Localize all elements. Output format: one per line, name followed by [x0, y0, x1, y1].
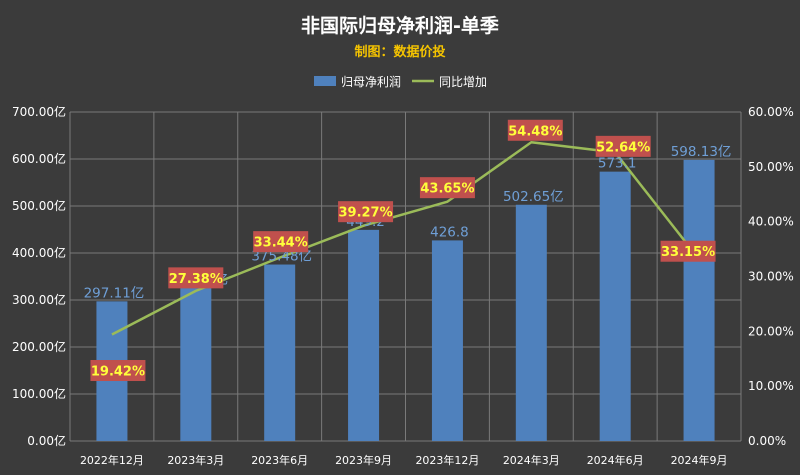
pct-label-box	[253, 231, 309, 253]
x-tick-label: 2023年9月	[335, 453, 392, 467]
pct-label: 27.38%	[169, 272, 223, 287]
pct-label-box	[90, 360, 146, 382]
x-tick-label: 2023年6月	[251, 453, 308, 467]
y-right-tick-label: 60.00%	[748, 105, 794, 119]
pct-label-box	[338, 201, 394, 223]
bar-value-label: 502.65亿	[503, 189, 564, 205]
bar	[515, 204, 547, 441]
bar-value-label: 598.13亿	[671, 144, 732, 160]
bar	[599, 171, 631, 441]
pct-label-box	[168, 267, 224, 289]
y-right-tick-label: 20.00%	[748, 324, 794, 338]
legend-line-label: 同比增加	[439, 75, 487, 89]
y-left-tick-label: 700.00亿	[12, 104, 66, 119]
y-left-tick-label: 400.00亿	[12, 245, 66, 260]
pct-label: 43.65%	[420, 182, 474, 197]
y-left-tick-label: 100.00亿	[12, 386, 66, 401]
y-axis-right: 0.00% 10.00% 20.00% 30.00% 40.00% 50.00% 60.00…	[748, 105, 794, 448]
x-tick-label: 2023年12月	[415, 453, 479, 467]
bar-value-label: 426.8	[430, 224, 469, 240]
pct-value-labels: 19.42% 27.38% 33.44% 39.27% 43.65% 54.48% 52.6…	[90, 119, 716, 382]
x-tick-label: 2022年12月	[80, 453, 144, 467]
bar	[180, 288, 212, 441]
pct-label: 19.42%	[91, 365, 145, 380]
bar-value-label: 375.48亿	[251, 249, 312, 265]
y-left-tick-label: 600.00亿	[12, 151, 66, 166]
bar-value-label: 573.1	[598, 156, 637, 172]
pct-label: 52.64%	[596, 140, 650, 155]
x-tick-label: 2024年9月	[671, 453, 728, 467]
pct-label-box	[595, 135, 651, 157]
y-right-tick-label: 10.00%	[748, 379, 794, 393]
pct-label-box	[419, 177, 475, 199]
pct-label: 54.48%	[508, 124, 562, 139]
y-right-tick-label: 30.00%	[748, 270, 794, 284]
bar	[348, 229, 380, 441]
legend: 归母净利润 同比增加	[314, 75, 487, 89]
chart-subtitle: 制图：数据价投	[354, 44, 445, 60]
x-tick-label: 2024年6月	[587, 453, 644, 467]
bar-value-label: 297.11亿	[84, 285, 145, 301]
y-left-tick-label: 300.00亿	[12, 292, 66, 307]
pct-label: 33.15%	[661, 245, 715, 260]
legend-bar-label: 归母净利润	[341, 75, 401, 89]
x-tick-label: 2024年3月	[503, 453, 560, 467]
bar	[264, 264, 296, 441]
y-left-tick-label: 500.00亿	[12, 198, 66, 213]
y-right-tick-label: 40.00%	[748, 215, 794, 229]
pct-label: 33.44%	[254, 236, 308, 251]
bar	[683, 159, 715, 441]
chart-title: 非国际归母净利润-单季	[301, 14, 499, 37]
pct-label-box	[660, 240, 716, 262]
pct-label-box	[507, 119, 563, 141]
bar-series	[96, 159, 715, 441]
bar	[431, 240, 463, 441]
x-axis: 2022年12月 2023年3月 2023年6月 2023年9月 2023年12月 202…	[80, 453, 728, 467]
x-tick-label: 2023年3月	[167, 453, 224, 467]
y-left-tick-label: 0.00亿	[27, 433, 66, 448]
y-right-tick-label: 50.00%	[748, 160, 794, 174]
y-right-tick-label: 0.00%	[748, 434, 786, 448]
pct-label: 39.27%	[338, 206, 392, 221]
legend-bar-swatch	[314, 76, 336, 86]
y-left-tick-label: 200.00亿	[12, 339, 66, 354]
y-axis-left: 0.00亿 100.00亿 200.00亿 300.00亿 400.00亿 500.00亿…	[12, 104, 66, 448]
